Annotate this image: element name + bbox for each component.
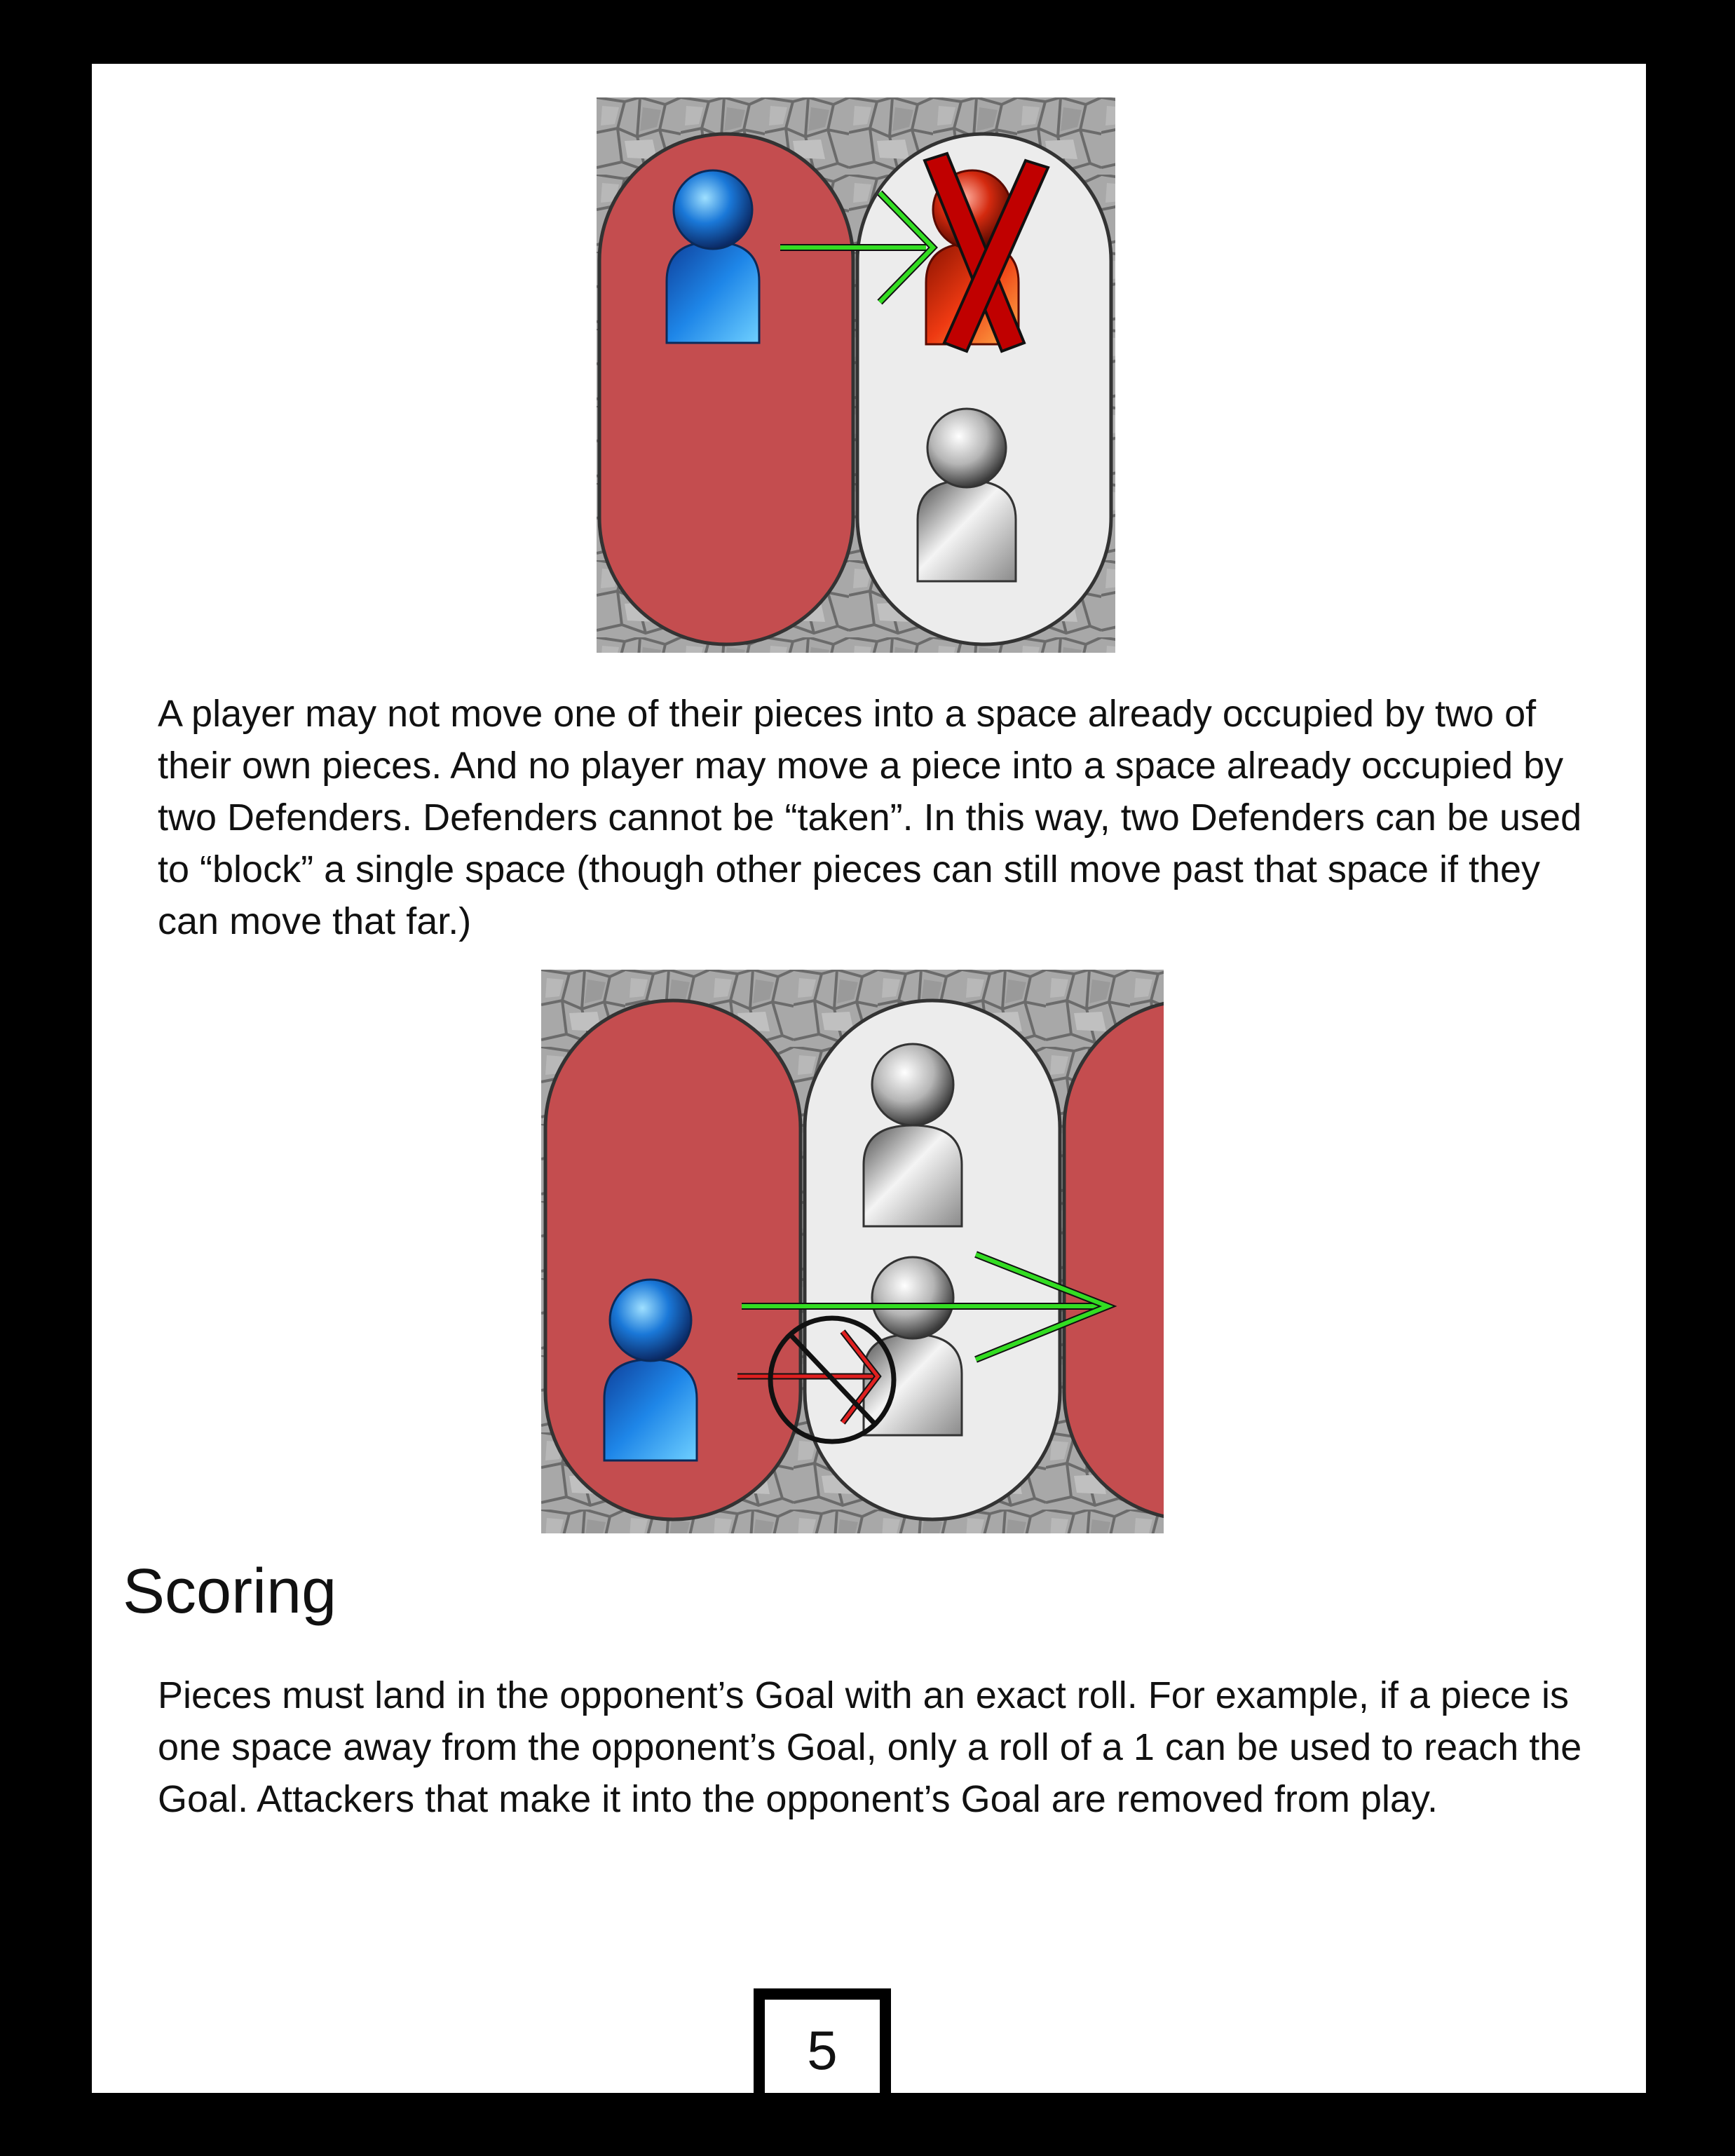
red-board-space [597, 132, 855, 646]
red-x-icon [923, 151, 1050, 353]
red-arrow-icon [737, 1329, 882, 1425]
defender-icon [916, 407, 1017, 583]
green-arrow-icon [780, 190, 938, 305]
prohibited-circle-icon [768, 1315, 897, 1444]
blocking-rule-paragraph: A player may not move one of their piece… [158, 693, 1582, 942]
blue-attacker-icon [665, 169, 761, 344]
illustration-move-blocked-by-own-pieces [597, 97, 1115, 653]
green-arrow-icon [742, 1251, 1117, 1363]
illustration-defenders-block-space [541, 970, 1164, 1533]
scoring-rule-paragraph: Pieces must land in the opponent’s Goal … [158, 1674, 1582, 1820]
blue-attacker-icon [603, 1278, 698, 1462]
page-number: 5 [754, 1988, 891, 2093]
rulebook-page: A player may not move one of their piece… [92, 64, 1646, 2093]
section-heading-scoring: Scoring [123, 1557, 337, 1627]
defender-icon [862, 1256, 963, 1437]
defender-icon [862, 1043, 963, 1228]
red-board-space-right [1062, 1001, 1164, 1519]
